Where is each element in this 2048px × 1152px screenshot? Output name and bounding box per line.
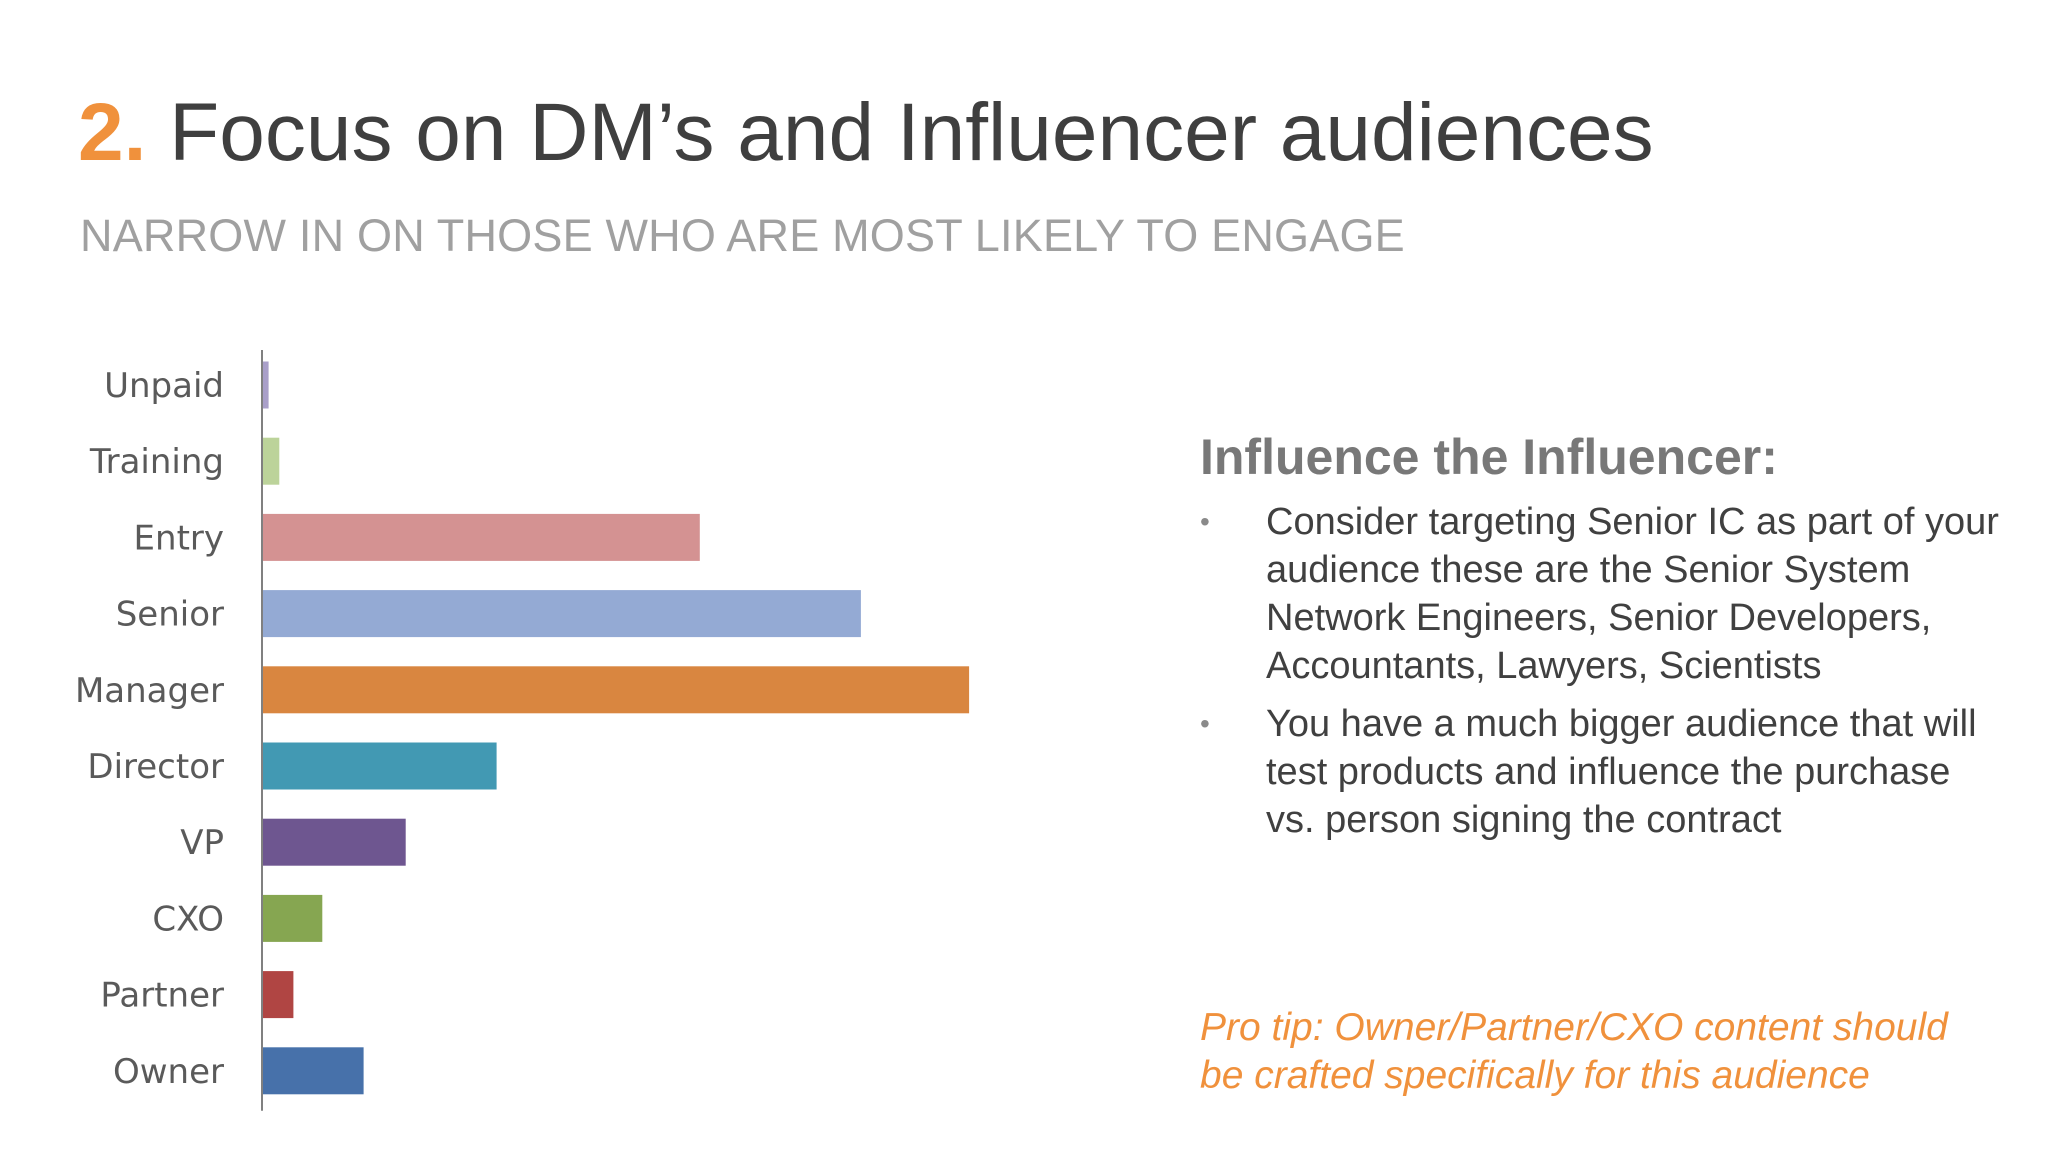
category-label-director: Director bbox=[87, 747, 224, 787]
audience-bar-chart: Unpaid Training Entry Senior Manager Director… bbox=[75, 350, 970, 1111]
bar-senior bbox=[262, 590, 861, 638]
bar-owner bbox=[262, 1047, 364, 1095]
category-label-manager: Manager bbox=[75, 671, 224, 711]
category-label-partner: Partner bbox=[100, 976, 224, 1016]
bullet-item: • You have a much bigger audience that wi… bbox=[1200, 700, 2000, 844]
category-label-entry: Entry bbox=[134, 518, 224, 558]
bullet-marker: • bbox=[1200, 708, 1210, 739]
bullet-item: • Consider targeting Senior IC as part of… bbox=[1200, 498, 2000, 690]
bullet-text: You have a much bigger audience that wil… bbox=[1266, 703, 1977, 841]
bar-entry bbox=[262, 513, 700, 561]
bar-cxo bbox=[262, 894, 323, 942]
bar-training bbox=[262, 437, 280, 485]
slide-title: 2. Focus on DM’s and Influencer audience… bbox=[78, 87, 1654, 178]
category-label-unpaid: Unpaid bbox=[104, 366, 224, 406]
influencer-panel: Influence the Influencer: • Consider targ… bbox=[1200, 428, 2000, 854]
pro-tip: Pro tip: Owner/Partner/CXO content shoul… bbox=[1200, 1006, 1948, 1097]
category-label-owner: Owner bbox=[113, 1052, 224, 1092]
bar-partner bbox=[262, 971, 294, 1019]
slide-subtitle: NARROW IN ON THOSE WHO ARE MOST LIKELY T… bbox=[80, 210, 1405, 261]
bullet-marker: • bbox=[1200, 506, 1210, 537]
bar-vp bbox=[262, 818, 406, 866]
bar-director bbox=[262, 742, 497, 790]
category-label-training: Training bbox=[89, 442, 224, 482]
category-label-cxo: CXO bbox=[152, 899, 224, 939]
bullet-text: Consider targeting Senior IC as part of … bbox=[1266, 501, 1999, 687]
bullet-list: • Consider targeting Senior IC as part of… bbox=[1200, 498, 2000, 844]
title-text: Focus on DM’s and Influencer audiences bbox=[146, 87, 1654, 178]
bar-unpaid bbox=[262, 361, 269, 409]
category-label-senior: Senior bbox=[116, 595, 224, 635]
panel-heading: Influence the Influencer: bbox=[1200, 429, 1778, 485]
bar-manager bbox=[262, 666, 970, 714]
category-label-vp: VP bbox=[180, 823, 224, 863]
title-number: 2. bbox=[78, 87, 147, 178]
